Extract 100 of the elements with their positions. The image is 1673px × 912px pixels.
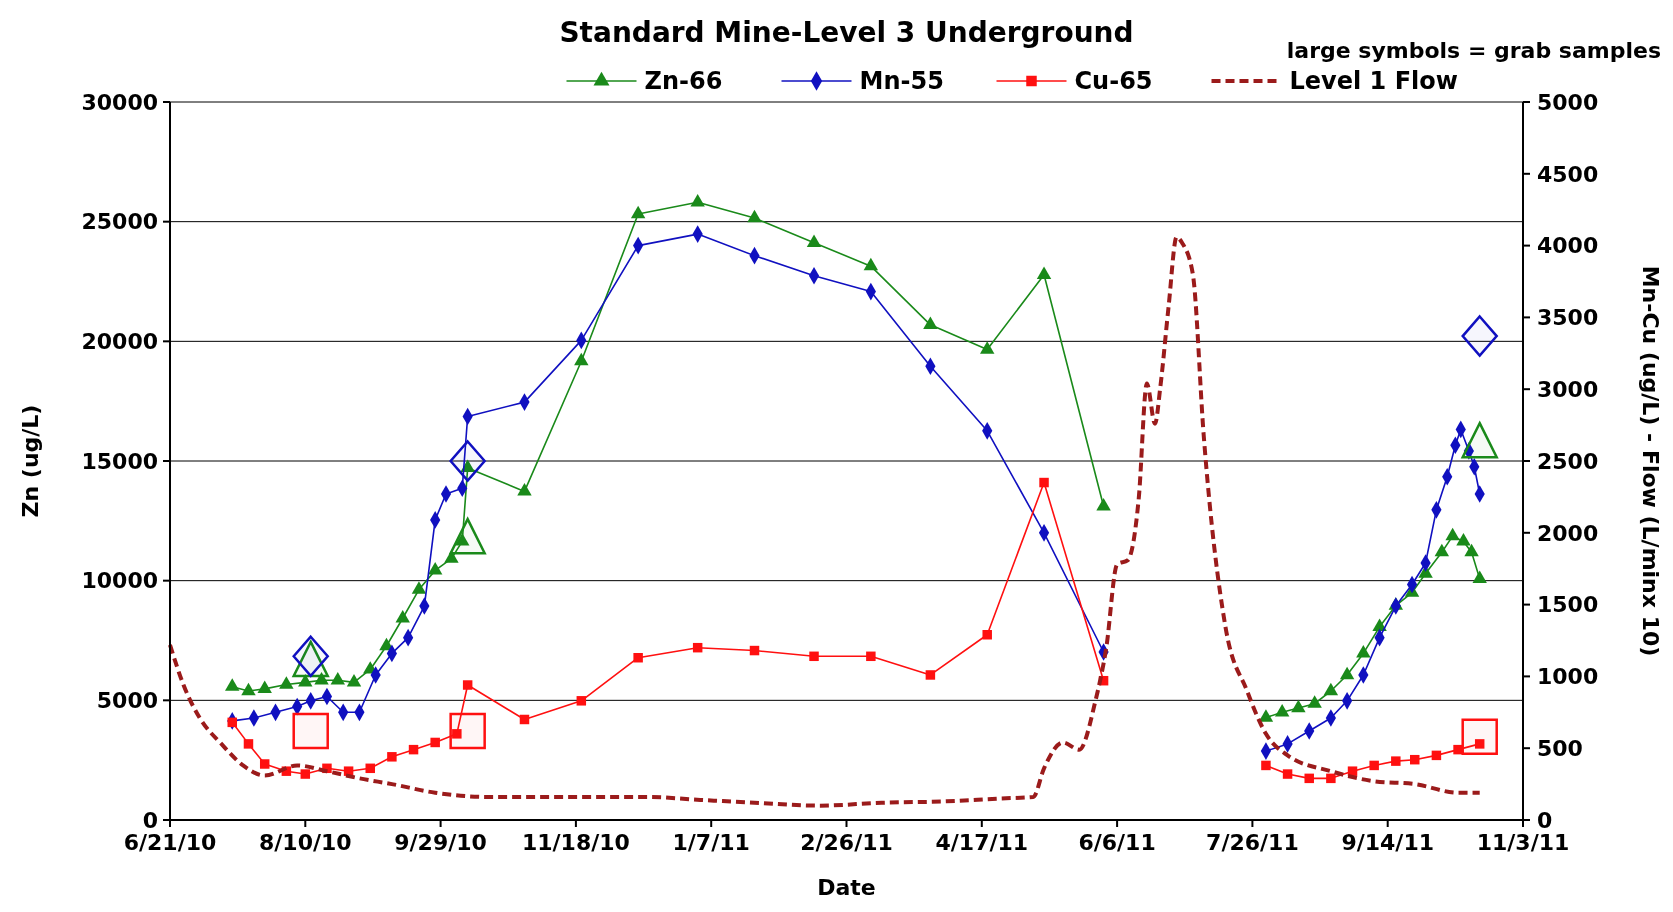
point: [225, 678, 240, 691]
point: [444, 550, 459, 563]
x-tick-label: 8/10/10: [259, 830, 352, 855]
point: [1456, 533, 1471, 546]
y-tick-label: 25000: [81, 209, 158, 235]
legend-label: Level 1 Flow: [1289, 67, 1458, 96]
point: [279, 676, 294, 689]
legend-label: Cu-65: [1074, 67, 1153, 96]
point: [427, 562, 443, 575]
point: [630, 205, 646, 219]
point: [257, 680, 272, 694]
y2-tick-label: 5000: [1537, 89, 1599, 115]
y2-axis-title: Mn-Cu (ug/L) - Flow (L/minx 10): [1638, 265, 1663, 657]
point: [1356, 645, 1371, 658]
x-tick-label: 7/26/11: [1206, 830, 1299, 855]
y-axis-title: Zn (ug/L): [18, 404, 43, 518]
point: [1036, 266, 1052, 279]
point: [690, 193, 705, 207]
x-tick-label: 4/17/11: [935, 830, 1029, 855]
point: [1282, 769, 1293, 779]
point: [633, 652, 643, 663]
point: [1431, 750, 1442, 761]
point: [411, 581, 427, 594]
x-tick-label: 6/6/11: [1078, 830, 1156, 855]
point: [574, 352, 589, 366]
point: [259, 759, 270, 769]
point: [1307, 695, 1322, 708]
legend-label: Mn-55: [859, 67, 944, 96]
y2-tick-label: 1500: [1537, 592, 1599, 618]
point: [1461, 315, 1498, 357]
point: [452, 729, 462, 739]
point: [692, 642, 703, 653]
chart-title: Standard Mine-Level 3 Underground: [559, 16, 1134, 49]
point: [1391, 756, 1401, 766]
x-tick-label: 6/21/10: [123, 830, 217, 855]
x-axis-title: Date: [817, 875, 876, 900]
x-tick-label: 11/18/10: [521, 830, 630, 855]
point: [1258, 709, 1274, 722]
y-tick-label: 30000: [81, 89, 158, 115]
y-tick-label: 20000: [81, 329, 158, 355]
point: [241, 682, 256, 696]
point: [314, 671, 329, 685]
point: [462, 680, 473, 690]
point: [1369, 760, 1379, 771]
point: [292, 712, 329, 750]
point: [298, 674, 313, 687]
point: [300, 769, 311, 779]
y-tick-label: 10000: [81, 568, 158, 594]
point: [1445, 527, 1460, 541]
x-tick-label: 2/26/11: [800, 830, 893, 855]
point: [1453, 744, 1463, 755]
y2-tick-label: 3500: [1537, 305, 1599, 331]
point: [1274, 703, 1290, 717]
legend-label: Zn-66: [644, 67, 723, 96]
point: [330, 671, 345, 685]
point: [1461, 421, 1498, 459]
point: [430, 737, 440, 748]
point: [243, 739, 254, 749]
point: [747, 209, 762, 223]
point: [1326, 773, 1336, 784]
x-tick-label: 11/3/11: [1476, 830, 1570, 855]
point: [749, 645, 760, 656]
point: [365, 763, 375, 774]
point: [1261, 760, 1271, 771]
point: [517, 483, 532, 496]
point: [925, 670, 936, 680]
point: [1096, 497, 1111, 511]
point: [923, 316, 938, 329]
point: [449, 712, 486, 750]
y2-tick-label: 500: [1537, 735, 1583, 761]
point: [1434, 543, 1450, 557]
point: [449, 440, 486, 482]
x-tick-label: 9/29/10: [394, 830, 487, 855]
point: [346, 674, 362, 687]
point: [982, 630, 992, 640]
y2-tick-label: 4000: [1537, 233, 1599, 259]
point: [809, 651, 819, 662]
y2-tick-label: 0: [1537, 807, 1553, 833]
point: [1323, 682, 1339, 696]
point: [519, 714, 530, 725]
point: [806, 234, 822, 247]
y2-tick-label: 4500: [1537, 161, 1599, 187]
point: [1410, 754, 1420, 765]
point: [1464, 543, 1479, 557]
point: [1472, 570, 1487, 583]
point: [1039, 477, 1049, 488]
y2-tick-label: 2500: [1537, 448, 1599, 474]
y-tick-label: 15000: [81, 448, 158, 474]
y-tick-label: 0: [142, 807, 158, 833]
y2-tick-label: 1000: [1537, 664, 1599, 690]
point: [408, 744, 419, 755]
y-tick-label: 5000: [96, 688, 158, 714]
point: [576, 696, 587, 706]
point: [387, 752, 397, 762]
point: [1291, 699, 1306, 713]
point: [1339, 666, 1355, 680]
x-tick-label: 9/14/11: [1341, 830, 1434, 855]
point: [227, 717, 237, 728]
x-tick-label: 1/7/11: [672, 830, 750, 855]
y2-tick-label: 3000: [1537, 376, 1599, 402]
